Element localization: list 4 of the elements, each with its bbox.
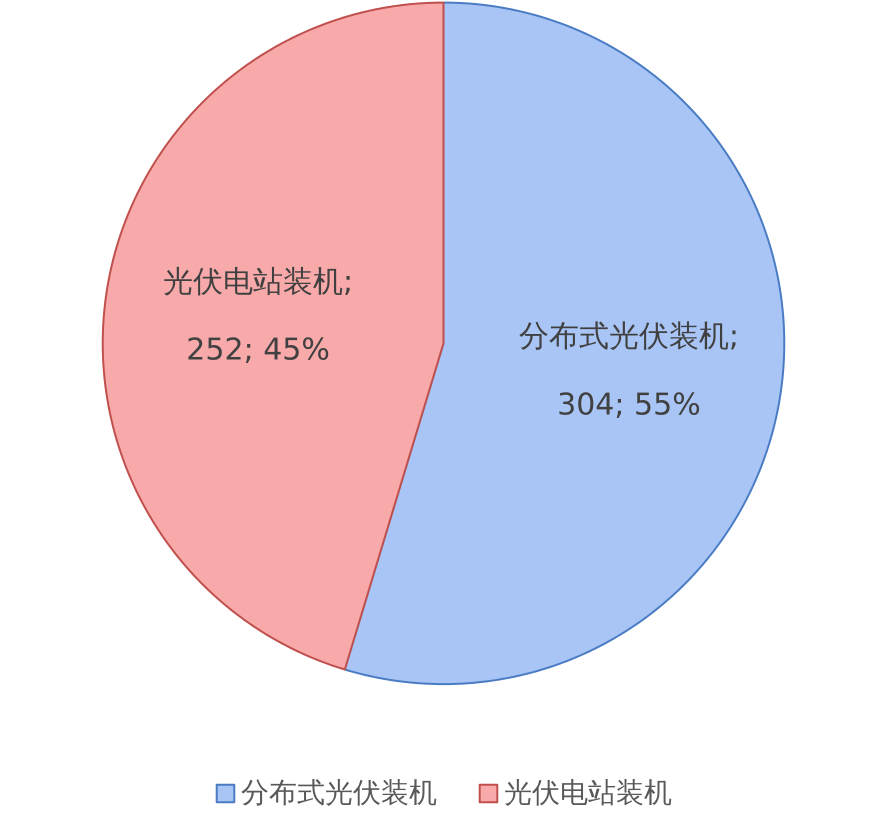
legend-label: 光伏电站装机 — [504, 775, 672, 811]
data-label: 光伏电站装机; 252; 45% — [163, 264, 354, 368]
legend-label: 分布式光伏装机 — [241, 775, 437, 811]
data-label: 分布式光伏装机; 304; 55% — [518, 319, 739, 422]
